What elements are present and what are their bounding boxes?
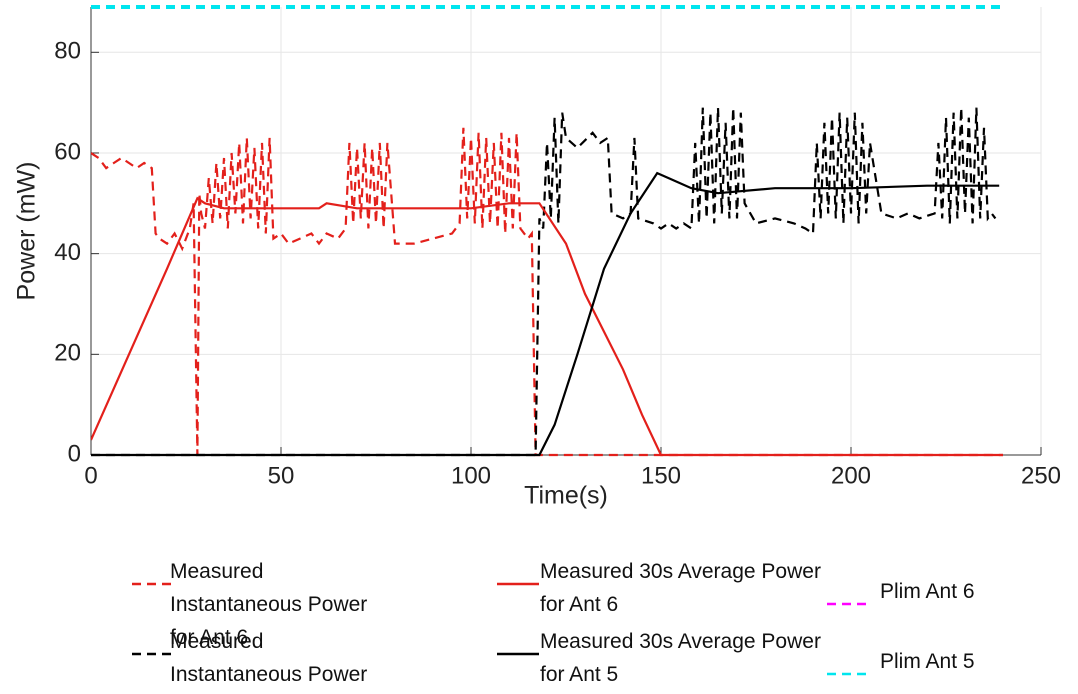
legend-swatch <box>827 602 869 606</box>
legend-swatch <box>132 652 174 656</box>
legend-swatch <box>827 672 869 676</box>
legend-label: Measured 30s Average Power for Ant 6 <box>540 560 821 616</box>
legend-swatch <box>132 582 174 586</box>
series-line <box>91 127 1003 457</box>
y-tick-label: 80 <box>54 38 81 65</box>
x-tick-label: 50 <box>268 462 295 489</box>
x-tick-label: 100 <box>451 462 491 489</box>
series-line <box>91 196 1003 457</box>
y-tick-label: 20 <box>54 340 81 367</box>
y-tick-label: 60 <box>54 138 81 165</box>
x-tick-label: 0 <box>84 462 97 489</box>
y-tick-label: 0 <box>68 440 81 467</box>
x-tick-label: 200 <box>831 462 871 489</box>
x-tick-label: 250 <box>1021 462 1061 489</box>
series-line <box>91 107 997 457</box>
legend-swatch <box>497 582 539 586</box>
plot-area <box>91 7 1041 455</box>
legend-label: Measured Instantaneous Power for Ant 5 <box>170 630 368 686</box>
legend-label: Measured Instantaneous Power for Ant 6 <box>170 560 368 649</box>
y-axis-label: Power (mW) <box>13 162 41 301</box>
x-tick-label: 150 <box>641 462 681 489</box>
legend-label: Plim Ant 6 <box>880 580 975 603</box>
y-tick-label: 40 <box>54 239 81 266</box>
x-axis-label: Time(s) <box>524 482 608 510</box>
series-line <box>91 171 1000 457</box>
legend-swatch <box>497 652 539 656</box>
legend-label: Plim Ant 5 <box>880 650 975 673</box>
legend-label: Measured 30s Average Power for Ant 5 <box>540 630 821 686</box>
